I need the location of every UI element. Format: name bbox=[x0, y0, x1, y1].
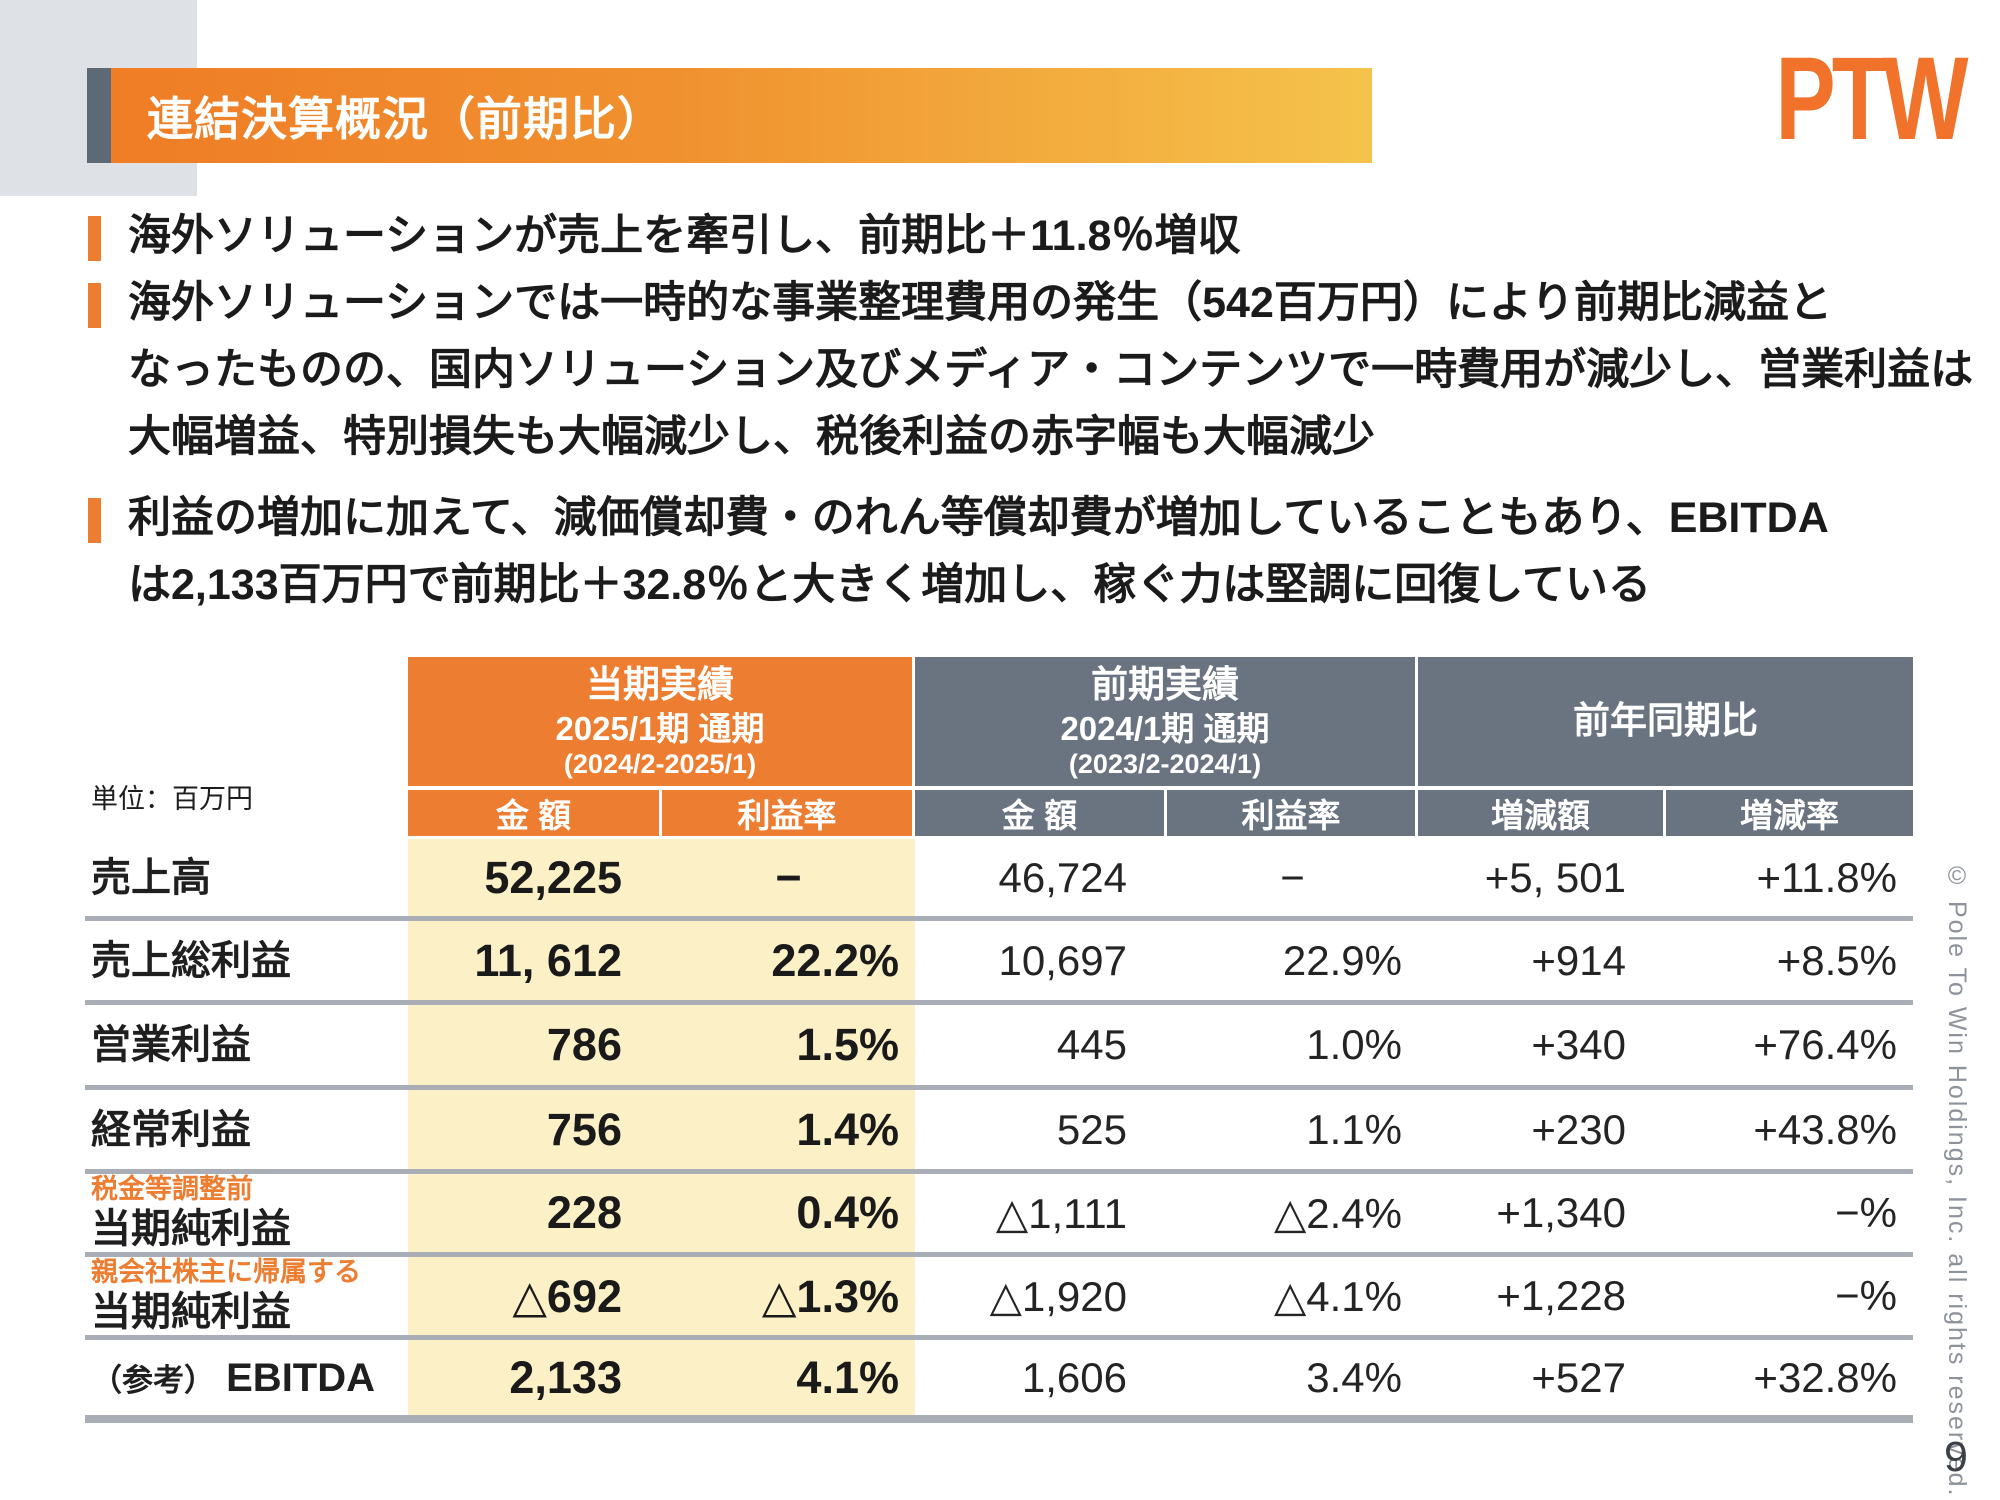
table-cell: +914 bbox=[1418, 921, 1666, 1005]
table-cell: 1.5% bbox=[662, 1005, 915, 1090]
table-cell: 11, 612 bbox=[408, 921, 662, 1005]
table-cell: 1,606 bbox=[915, 1340, 1167, 1423]
table-cell: − bbox=[662, 839, 915, 921]
copyright-text: © Pole To Win Holdings, Inc. all rights … bbox=[1943, 862, 1971, 1498]
table-cell: △2.4% bbox=[1167, 1174, 1418, 1257]
column-header-amount-previous: 金 額 bbox=[915, 790, 1167, 839]
title-bar: 連結決算概況（前期比） bbox=[111, 68, 1372, 163]
title-accent-bar bbox=[87, 68, 111, 163]
column-group-yoy: 前年同期比 bbox=[1418, 657, 1913, 790]
bullet-line: 海外ソリューションでは一時的な事業整理費用の発生（542百万円）により前期比減益… bbox=[128, 279, 1833, 327]
summary-bullet-list: 海外ソリューションが売上を牽引し、前期比＋11.8％増収 海外ソリューションでは… bbox=[88, 203, 1973, 619]
unit-label: 単位：百万円 bbox=[91, 784, 253, 814]
table-cell: 1.1% bbox=[1167, 1090, 1418, 1174]
table-cell: 786 bbox=[408, 1005, 662, 1090]
bullet-marker-icon bbox=[88, 216, 101, 261]
column-header-margin-previous: 利益率 bbox=[1167, 790, 1418, 839]
row-label: 営業利益 bbox=[85, 1005, 408, 1090]
table-cell: −% bbox=[1666, 1257, 1913, 1340]
bullet-line: なったものの、国内ソリューション及びメディア・コンテンツで一時費用が減少し、営業… bbox=[128, 346, 1974, 394]
bullet-line: 大幅増益、特別損失も大幅減少し、税後利益の赤字幅も大幅減少 bbox=[128, 413, 1375, 461]
table-cell: 22.2% bbox=[662, 921, 915, 1005]
table-cell: 0.4% bbox=[662, 1174, 915, 1257]
table-cell: 2,133 bbox=[408, 1340, 662, 1423]
table-cell: +76.4% bbox=[1666, 1005, 1913, 1090]
bullet-item: 海外ソリューションが売上を牽引し、前期比＋11.8％増収 bbox=[88, 203, 1928, 270]
table-cell: +1,340 bbox=[1418, 1174, 1666, 1257]
bullet-line: は2,133百万円で前期比＋32.8％と大きく増加し、稼ぐ力は堅調に回復している bbox=[128, 561, 1652, 609]
column-header-change-amount: 増減額 bbox=[1418, 790, 1666, 839]
table-cell: 228 bbox=[408, 1174, 662, 1257]
table-cell: 52,225 bbox=[408, 839, 662, 921]
row-label: 売上総利益 bbox=[85, 921, 408, 1005]
table-cell: +527 bbox=[1418, 1340, 1666, 1423]
ptw-logo: PTW bbox=[1775, 31, 1968, 165]
table-cell: 10,697 bbox=[915, 921, 1167, 1005]
table-cell: △1.3% bbox=[662, 1257, 915, 1340]
table-cell: 1.4% bbox=[662, 1090, 915, 1174]
row-label: （参考） EBITDA bbox=[85, 1340, 408, 1423]
page-number: 9 bbox=[1944, 1433, 1968, 1481]
table-cell: −% bbox=[1666, 1174, 1913, 1257]
table-cell: +230 bbox=[1418, 1090, 1666, 1174]
table-cell: +340 bbox=[1418, 1005, 1666, 1090]
table-cell: △1,920 bbox=[915, 1257, 1167, 1340]
table-cell: 22.9% bbox=[1167, 921, 1418, 1005]
bullet-item: 海外ソリューションでは一時的な事業整理費用の発生（542百万円）により前期比減益… bbox=[88, 270, 1973, 471]
table-cell: 3.4% bbox=[1167, 1340, 1418, 1423]
column-group-previous: 前期実績 2024/1期 通期 (2023/2-2024/1) bbox=[915, 657, 1418, 790]
table-cell: 46,724 bbox=[915, 839, 1167, 921]
table-cell: +43.8% bbox=[1666, 1090, 1913, 1174]
bullet-line: 利益の増加に加えて、減価償却費・のれん等償却費が増加していることもあり、EBIT… bbox=[128, 494, 1829, 542]
column-group-current: 当期実績 2025/1期 通期 (2024/2-2025/1) bbox=[408, 657, 915, 790]
table-cell: 445 bbox=[915, 1005, 1167, 1090]
table-cell: +5, 501 bbox=[1418, 839, 1666, 921]
column-header-change-rate: 増減率 bbox=[1666, 790, 1913, 839]
table-cell: − bbox=[1167, 839, 1418, 921]
column-header-margin-current: 利益率 bbox=[662, 790, 915, 839]
table-cell: 1.0% bbox=[1167, 1005, 1418, 1090]
table-cell: 756 bbox=[408, 1090, 662, 1174]
row-label: 経常利益 bbox=[85, 1090, 408, 1174]
financial-table: 単位：百万円 当期実績 2025/1期 通期 (2024/2-2025/1) 前… bbox=[85, 657, 1913, 1423]
table-cell: △1,111 bbox=[915, 1174, 1167, 1257]
table-cell: +8.5% bbox=[1666, 921, 1913, 1005]
bullet-marker-icon bbox=[88, 498, 101, 543]
column-header-amount-current: 金 額 bbox=[408, 790, 662, 839]
table-cell: +32.8% bbox=[1666, 1340, 1913, 1423]
table-cell: +1,228 bbox=[1418, 1257, 1666, 1340]
row-label: 売上高 bbox=[85, 839, 408, 921]
row-label: 親会社株主に帰属する 当期純利益 bbox=[85, 1257, 408, 1340]
table-cell: +11.8% bbox=[1666, 839, 1913, 921]
bullet-item: 利益の増加に加えて、減価償却費・のれん等償却費が増加していることもあり、EBIT… bbox=[88, 485, 1928, 619]
table-cell: △692 bbox=[408, 1257, 662, 1340]
table-cell: △4.1% bbox=[1167, 1257, 1418, 1340]
table-cell: 525 bbox=[915, 1090, 1167, 1174]
table-cell: 4.1% bbox=[662, 1340, 915, 1423]
bullet-line: 海外ソリューションが売上を牽引し、前期比＋11.8％増収 bbox=[128, 212, 1241, 260]
page-title: 連結決算概況（前期比） bbox=[147, 92, 664, 145]
row-label: 税金等調整前 当期純利益 bbox=[85, 1174, 408, 1257]
bullet-marker-icon bbox=[88, 283, 101, 328]
